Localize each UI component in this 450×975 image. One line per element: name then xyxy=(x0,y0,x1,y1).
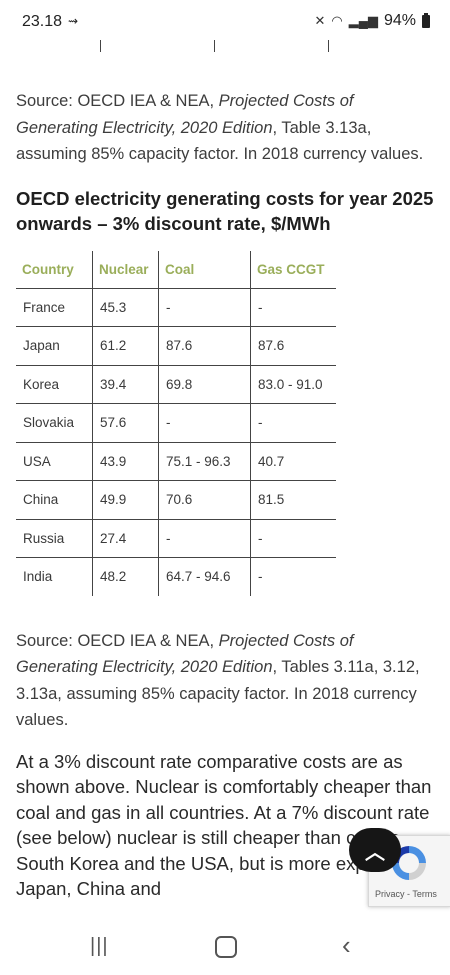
cell-nuclear: 61.2 xyxy=(92,326,159,366)
chevron-up-icon: ︿ xyxy=(365,841,385,864)
wifi-call-icon: ⇝ xyxy=(68,14,79,28)
wifi-icon: ◠ xyxy=(331,13,343,28)
status-bar: 23.18 ⇝ ✕ ◠ ▂▄▆ 94% xyxy=(0,0,450,40)
cell-coal: 64.7 - 94.6 xyxy=(158,557,251,596)
table-row: Slovakia 57.6 - - xyxy=(16,403,336,443)
cell-nuclear: 27.4 xyxy=(92,519,159,558)
table-row: Korea 39.4 69.8 83.0 - 91.0 xyxy=(16,365,336,404)
cell-country: USA xyxy=(16,442,93,481)
cell-coal: 69.8 xyxy=(158,365,251,404)
previous-table-fragment xyxy=(15,30,330,52)
cell-country: Japan xyxy=(16,326,93,366)
header-country: Country xyxy=(16,250,93,289)
cell-nuclear: 57.6 xyxy=(92,403,159,443)
cell-nuclear: 49.9 xyxy=(92,480,159,520)
table-row: USA 43.9 75.1 - 96.3 40.7 xyxy=(16,442,336,481)
mute-icon: ✕ xyxy=(314,13,326,28)
home-button[interactable] xyxy=(215,936,237,958)
cell-gas: 83.0 - 91.0 xyxy=(250,365,336,404)
cell-coal: - xyxy=(158,403,251,443)
status-time: 23.18 xyxy=(22,13,63,30)
table-row: Russia 27.4 - - xyxy=(16,519,336,558)
source-note-2: Source: OECD IEA & NEA, Projected Costs … xyxy=(16,631,420,730)
header-gas: Gas CCGT xyxy=(250,250,336,289)
header-nuclear: Nuclear xyxy=(92,250,159,289)
cell-country: Slovakia xyxy=(16,403,93,443)
cell-gas: - xyxy=(250,519,336,558)
cell-nuclear: 39.4 xyxy=(92,365,159,404)
costs-table: Country Nuclear Coal Gas CCGT France 45.… xyxy=(16,250,336,596)
cell-gas: 81.5 xyxy=(250,480,336,520)
cell-gas: - xyxy=(250,557,336,596)
header-coal: Coal xyxy=(158,250,251,289)
table-row: India 48.2 64.7 - 94.6 - xyxy=(16,557,336,596)
source-title: Projected Costs of Generating Electricit… xyxy=(16,631,354,677)
cell-coal: - xyxy=(158,288,251,327)
signal-icon: ▂▄▆ xyxy=(348,13,378,28)
source-title: Projected Costs of Generating Electricit… xyxy=(16,92,354,137)
recent-apps-button[interactable]: ||| xyxy=(90,935,109,957)
cell-coal: 87.6 xyxy=(158,326,251,366)
article-content: Source: OECD IEA & NEA, Projected Costs … xyxy=(16,88,439,902)
scroll-to-top-button[interactable]: ︿ xyxy=(349,828,401,872)
cell-nuclear: 48.2 xyxy=(92,557,159,596)
table-heading: OECD electricity generating costs for ye… xyxy=(16,187,434,234)
table-row: Japan 61.2 87.6 87.6 xyxy=(16,326,336,366)
android-nav-bar: ||| ‹ xyxy=(0,920,450,975)
cell-nuclear: 45.3 xyxy=(92,288,159,327)
cell-country: Russia xyxy=(16,519,93,558)
cell-coal: - xyxy=(158,519,251,558)
cell-country: Korea xyxy=(16,365,93,404)
cell-gas: - xyxy=(250,403,336,443)
body-paragraph: At a 3% discount rate comparative costs … xyxy=(16,750,439,900)
cell-country: China xyxy=(16,480,93,520)
cell-gas: 40.7 xyxy=(250,442,336,481)
recaptcha-privacy-terms[interactable]: Privacy - Terms xyxy=(375,889,437,899)
table-header-row: Country Nuclear Coal Gas CCGT xyxy=(16,250,336,289)
back-button[interactable]: ‹ xyxy=(342,930,351,960)
cell-coal: 70.6 xyxy=(158,480,251,520)
cell-country: France xyxy=(16,288,93,327)
status-right: ✕ ◠ ▂▄▆ 94% xyxy=(314,12,430,30)
cell-coal: 75.1 - 96.3 xyxy=(158,442,251,481)
cell-country: India xyxy=(23,569,53,585)
battery-percent: 94% xyxy=(383,12,416,29)
table-row: France 45.3 - - xyxy=(16,288,336,327)
cell-gas: - xyxy=(250,288,336,327)
source-note-1: Source: OECD IEA & NEA, Projected Costs … xyxy=(16,92,424,163)
table-row: China 49.9 70.6 81.5 xyxy=(16,480,336,520)
cell-gas: 87.6 xyxy=(250,326,336,366)
battery-icon xyxy=(422,12,430,28)
cell-nuclear: 43.9 xyxy=(92,442,159,481)
